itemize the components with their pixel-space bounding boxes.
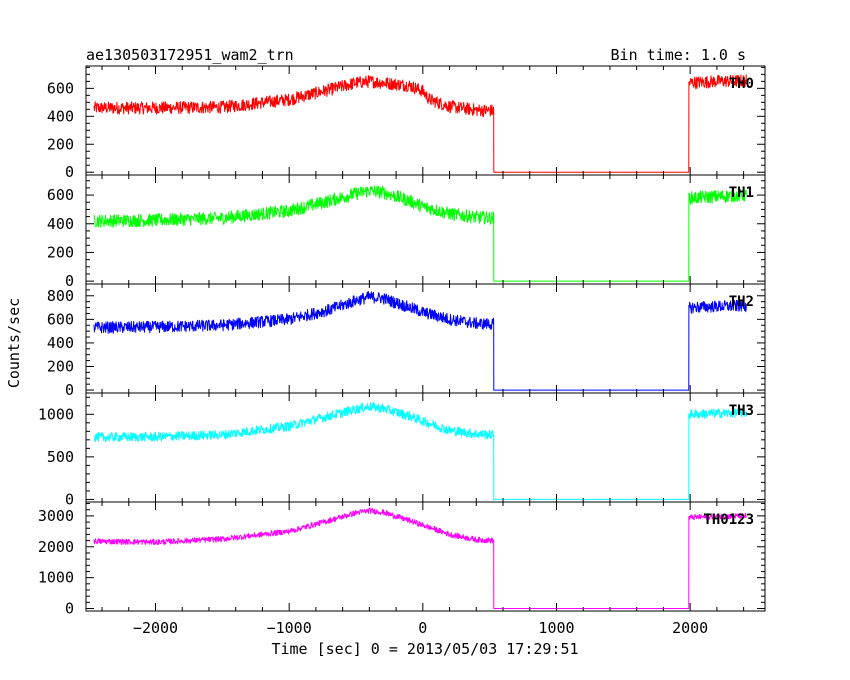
y-tick-label: 0 — [65, 381, 74, 399]
y-tick-label: 0 — [65, 272, 74, 290]
series-th2 — [93, 291, 747, 391]
y-tick-label: 0 — [65, 600, 74, 618]
panel-th0123: 0 1000 2000 3000 TH0123 — [38, 501, 766, 618]
channel-label: TH2 — [729, 294, 754, 310]
panel-th0: 0 200 400 600 TH0 — [47, 65, 766, 181]
channel-label: TH0123 — [703, 512, 754, 528]
x-tick-label: 1000 — [538, 619, 574, 637]
x-tick-label: 2000 — [672, 619, 708, 637]
series-th0123 — [93, 507, 747, 609]
bin-time-label: Bin time: 1.0 s — [611, 46, 746, 64]
x-tick-label: −1000 — [267, 619, 312, 637]
series-th3 — [93, 402, 747, 500]
panel-frame — [85, 283, 766, 394]
y-tick-label: 400 — [47, 215, 74, 233]
y-tick-label: 1000 — [38, 569, 74, 587]
panel-th2: 0 200 400 600 800 TH2 — [47, 283, 766, 399]
y-tick-label: 600 — [47, 79, 74, 97]
y-tick-label: 0 — [65, 163, 74, 181]
panels: 0 200 400 600 TH0 0 200 400 600 TH1 0 200 400 600 800 T… — [38, 65, 766, 637]
series-th0 — [93, 74, 747, 173]
panel-frame — [85, 501, 766, 612]
channel-label: TH0 — [729, 76, 754, 92]
y-tick-label: 200 — [47, 135, 74, 153]
panel-th3: 0 500 1000 TH3 — [38, 392, 766, 508]
y-tick-label: 400 — [47, 334, 74, 352]
panel-th1: 0 200 400 600 TH1 — [47, 174, 766, 290]
x-axis-label: Time [sec] 0 = 2013/05/03 17:29:51 — [271, 640, 578, 658]
chart-title: ae130503172951_wam2_trn — [86, 46, 294, 64]
y-axis-label: Counts/sec — [5, 298, 23, 388]
x-tick-label: 0 — [418, 619, 427, 637]
y-tick-label: 600 — [47, 186, 74, 204]
y-tick-label: 500 — [47, 448, 74, 466]
y-tick-label: 3000 — [38, 507, 74, 525]
panel-frame — [85, 174, 766, 285]
channel-label: TH1 — [729, 185, 754, 201]
y-tick-label: 1000 — [38, 405, 74, 423]
x-tick-label: −2000 — [133, 619, 178, 637]
y-tick-label: 200 — [47, 357, 74, 375]
channel-label: TH3 — [729, 403, 754, 419]
y-tick-label: 0 — [65, 490, 74, 508]
series-th1 — [93, 185, 747, 282]
y-tick-label: 600 — [47, 310, 74, 328]
y-tick-label: 200 — [47, 243, 74, 261]
y-tick-label: 800 — [47, 287, 74, 305]
y-tick-label: 2000 — [38, 538, 74, 556]
panel-frame — [85, 392, 766, 503]
y-tick-label: 400 — [47, 107, 74, 125]
panel-frame — [85, 65, 766, 176]
